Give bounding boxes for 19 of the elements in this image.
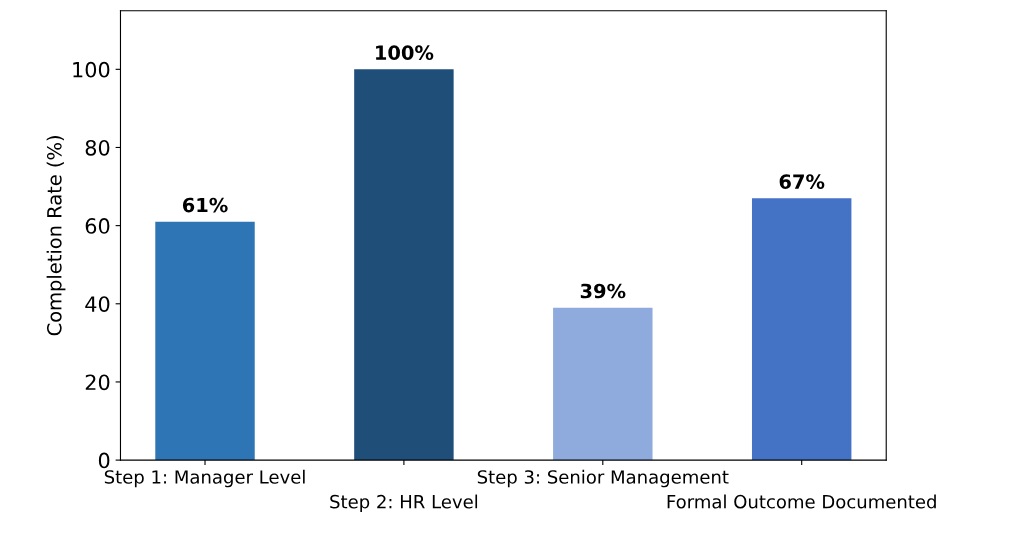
bar [553, 307, 653, 461]
x-tick-label: Step 3: Senior Management [477, 469, 729, 488]
y-tick-label: 20 [85, 374, 110, 391]
x-tick-label: Formal Outcome Documented [667, 494, 936, 509]
y-tick-label: 80 [85, 139, 110, 156]
bar [751, 198, 852, 461]
x-tick-label: Step 1: Manager Level [104, 469, 305, 488]
y-tick-label: 60 [85, 218, 110, 234]
data-label: 100% [376, 45, 434, 60]
bar [155, 221, 255, 461]
bar [354, 69, 454, 461]
y-axis-title: Completion Rate (%) [46, 136, 66, 336]
y-tick-label: 40 [85, 296, 110, 312]
data-label: 61% [182, 197, 228, 213]
y-tick-label: 0 [98, 452, 110, 469]
y-tick-label: 100 [73, 61, 110, 78]
data-label: 39% [580, 283, 626, 299]
x-tick-label: Step 2: HR Level [330, 494, 478, 513]
data-label: 67% [779, 174, 825, 189]
